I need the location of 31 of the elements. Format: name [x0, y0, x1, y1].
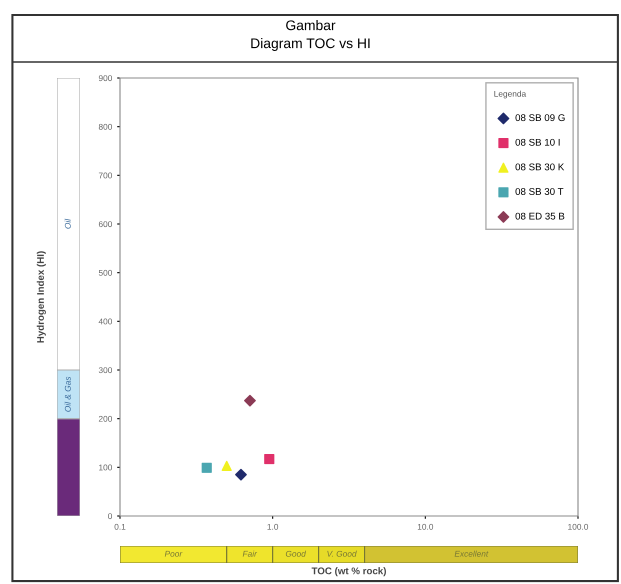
- chart-subtitle: Diagram TOC vs HI: [251, 38, 370, 51]
- legend-title: Legenda: [494, 90, 526, 98]
- legend-label: 08 ED 35 B: [515, 212, 564, 220]
- x-tick-label: 0.1: [114, 524, 126, 530]
- y-tick-label: 600: [98, 221, 112, 228]
- series-label: V. Good: [327, 550, 357, 557]
- y-tick-label: 900: [98, 75, 112, 82]
- series-label: Excellent: [454, 550, 488, 557]
- y-tick-label: 800: [98, 124, 112, 130]
- y-tick-label: 100: [99, 464, 112, 470]
- y-tick-label: 0: [108, 513, 112, 520]
- legend-label: 08 SB 30 K: [515, 163, 564, 170]
- x-tick-label: 10.0: [418, 524, 434, 530]
- x-axis-title: TOC (wt % rock): [312, 567, 386, 576]
- y-tick-label: 500: [98, 270, 112, 276]
- chart-title: Gambar: [286, 20, 336, 30]
- legend-label: 08 SB 10 I: [515, 138, 560, 146]
- y-tick-label: 200: [98, 416, 112, 422]
- series-label: Good: [286, 550, 306, 557]
- y-tick-label: 700: [98, 172, 112, 178]
- series-label: Oil & Gas: [64, 376, 71, 412]
- series-label: Oil: [64, 218, 71, 229]
- series-label: Poor: [164, 550, 182, 557]
- x-tick-label: 1.0: [268, 524, 278, 530]
- legend-label: 08 SB 09 G: [515, 114, 565, 122]
- y-tick-label: 400: [98, 318, 112, 324]
- legend-label: 08 SB 30 T: [515, 188, 564, 195]
- y-axis-title: Hydrogen Index (HI): [36, 251, 46, 343]
- x-tick-label: 100.0: [568, 524, 588, 530]
- y-tick-label: 300: [98, 367, 112, 374]
- series-label: Fair: [242, 550, 258, 557]
